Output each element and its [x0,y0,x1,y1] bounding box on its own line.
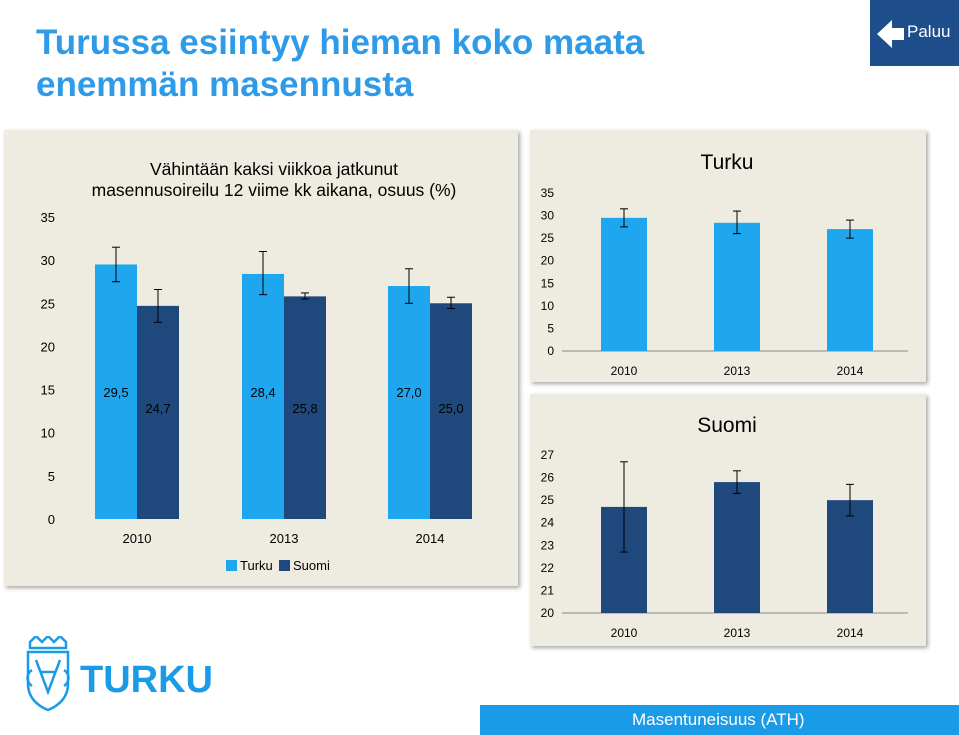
turku-x-tick-label: 2014 [837,364,864,378]
logo-text: TURKU [80,659,213,701]
back-button-label: Paluu [907,22,951,41]
y-tick-label: 20 [41,339,55,354]
legend-swatch-turku [226,560,237,571]
turku-x-tick-label: 2013 [724,364,751,378]
turku-logo: TURKU [22,634,232,719]
x-tick-label: 2014 [416,531,445,546]
suomi-chart-panel: Suomi 20 21 22 23 24 25 26 27 2010 2013 2014 [530,394,926,646]
bar-turku [95,264,137,519]
y-tick-label: 0 [48,512,55,527]
back-button[interactable]: Paluu [870,0,959,66]
data-label: 28,4 [250,385,275,400]
data-label: 29,5 [103,385,128,400]
suomi-y-tick-label: 23 [541,538,555,552]
suomi-y-tick-label: 27 [541,448,555,462]
bar-turku [388,286,430,519]
suomi-x-tick-label: 2013 [724,626,751,640]
suomi-x-tick-label: 2014 [837,626,864,640]
bar-turku [242,273,284,519]
turku-y-tick-label: 15 [541,276,555,290]
page-title-line-1: Turussa esiintyy hieman koko maata [36,23,645,62]
suomi-bar-chart: Suomi 20 21 22 23 24 25 26 27 2010 2013 2014 [541,414,908,640]
suomi-y-tick-label: 20 [541,606,555,620]
suomi-bar [827,500,873,613]
turku-y-tick-label: 5 [547,321,554,335]
data-label: 25,0 [438,401,463,416]
suomi-x-tick-label: 2010 [611,626,638,640]
turku-y-tick-label: 25 [541,231,555,245]
suomi-chart-title: Suomi [697,414,757,437]
suomi-y-tick-label: 26 [541,471,555,485]
page-title: Turussa esiintyy hieman koko maata enemm… [36,22,796,106]
turku-coat-of-arms-icon: TURKU [26,634,213,712]
legend-label-suomi: Suomi [293,558,330,573]
y-tick-label: 10 [41,426,55,441]
arrow-left-icon [877,20,904,48]
turku-bar-chart: Turku 0 5 10 15 20 25 30 35 2010 2013 2014 [541,151,908,378]
suomi-y-tick-label: 21 [541,583,555,597]
page-title-line-2: enemmän masennusta [36,65,414,104]
y-tick-label: 15 [41,383,55,398]
y-tick-label: 30 [41,253,55,268]
data-label: 24,7 [145,401,170,416]
turku-y-tick-label: 10 [541,299,555,313]
footer-bar: Masentuneisuus (ATH) [480,705,959,735]
legend-swatch-suomi [279,560,290,571]
y-tick-label: 35 [41,210,55,225]
y-tick-label: 5 [48,469,55,484]
footer-label: Masentuneisuus (ATH) [632,710,805,729]
turku-x-tick-label: 2010 [611,364,638,378]
turku-y-tick-label: 35 [541,186,555,200]
turku-bar [714,222,760,351]
legend-label-turku: Turku [240,558,273,573]
turku-y-tick-label: 0 [547,344,554,358]
bar-suomi [137,305,179,519]
suomi-y-tick-label: 24 [541,516,555,530]
x-tick-label: 2013 [270,531,299,546]
main-bar-chart: Vähintään kaksi viikkoa jatkunut masennu… [41,159,472,573]
y-tick-label: 25 [41,296,55,311]
turku-bar [827,229,873,351]
data-label: 25,8 [292,401,317,416]
turku-y-tick-label: 20 [541,254,555,268]
chart-title-line-1: Vähintään kaksi viikkoa jatkunut [150,159,398,179]
turku-y-tick-label: 30 [541,209,555,223]
main-chart-panel: Vähintään kaksi viikkoa jatkunut masennu… [4,130,518,586]
suomi-y-tick-label: 25 [541,493,555,507]
bar-suomi [430,303,472,519]
data-label: 27,0 [396,385,421,400]
chart-title-line-2: masennusoireilu 12 viime kk aikana, osuu… [92,180,457,200]
turku-chart-title: Turku [701,151,754,174]
suomi-y-tick-label: 22 [541,561,555,575]
bar-suomi [284,296,326,519]
x-tick-label: 2010 [123,531,152,546]
suomi-bar [714,482,760,613]
turku-bar [601,217,647,351]
turku-chart-panel: Turku 0 5 10 15 20 25 30 35 2010 2013 2014 [530,130,926,382]
